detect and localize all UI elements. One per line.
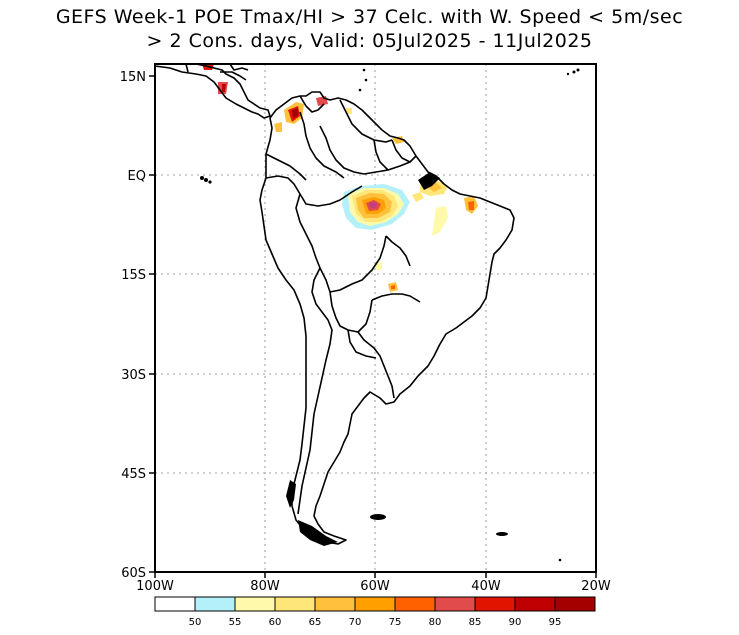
colorbar-label: 95 <box>549 617 562 628</box>
colorbar-swatch <box>434 596 476 612</box>
axis-ticks <box>149 75 597 578</box>
colorbar-swatch <box>514 596 556 612</box>
lat-label-30s: 30S <box>121 368 146 383</box>
colorbar-label: 60 <box>269 617 282 628</box>
map-title-line-2: > 2 Cons. days, Valid: 05Jul2025 - 11Jul… <box>146 30 593 52</box>
lat-label-15n: 15N <box>120 70 146 85</box>
lat-label-eq: EQ <box>128 169 146 184</box>
colorbar-label: 55 <box>229 617 242 628</box>
colorbar: 50 55 60 65 70 75 80 85 90 95 <box>154 596 596 628</box>
lon-label-20w: 20W <box>581 579 611 594</box>
colorbar-swatch <box>194 596 236 612</box>
colorbar-label: 70 <box>349 617 362 628</box>
lon-label-80w: 80W <box>250 579 280 594</box>
colorbar-swatch <box>234 596 276 612</box>
lat-label-45s: 45S <box>121 467 146 482</box>
map-title-line-1: GEFS Week-1 POE Tmax/HI > 37 Celc. with … <box>55 6 684 28</box>
colorbar-swatch <box>154 596 196 612</box>
colorbar-swatch <box>274 596 316 612</box>
colorbar-label: 65 <box>309 617 322 628</box>
shade-amazon-core <box>369 202 377 208</box>
colorbar-swatch <box>474 596 516 612</box>
islands <box>200 68 580 562</box>
colorbar-label: 90 <box>509 617 522 628</box>
colorbar-swatch <box>354 596 396 612</box>
colorbar-swatch <box>394 596 436 612</box>
colorbar-label: 80 <box>429 617 442 628</box>
lon-label-100w: 100W <box>136 579 174 594</box>
colorbar-label: 50 <box>189 617 202 628</box>
colorbar-label: 75 <box>389 617 402 628</box>
colorbar-label: 85 <box>469 617 482 628</box>
lon-label-40w: 40W <box>471 579 501 594</box>
lat-label-15s: 15S <box>121 268 146 283</box>
colorbar-swatch <box>554 596 596 612</box>
lon-label-60w: 60W <box>360 579 390 594</box>
lat-label-60s: 60S <box>121 566 146 581</box>
colorbar-swatch <box>314 596 356 612</box>
coastlines <box>154 63 515 545</box>
